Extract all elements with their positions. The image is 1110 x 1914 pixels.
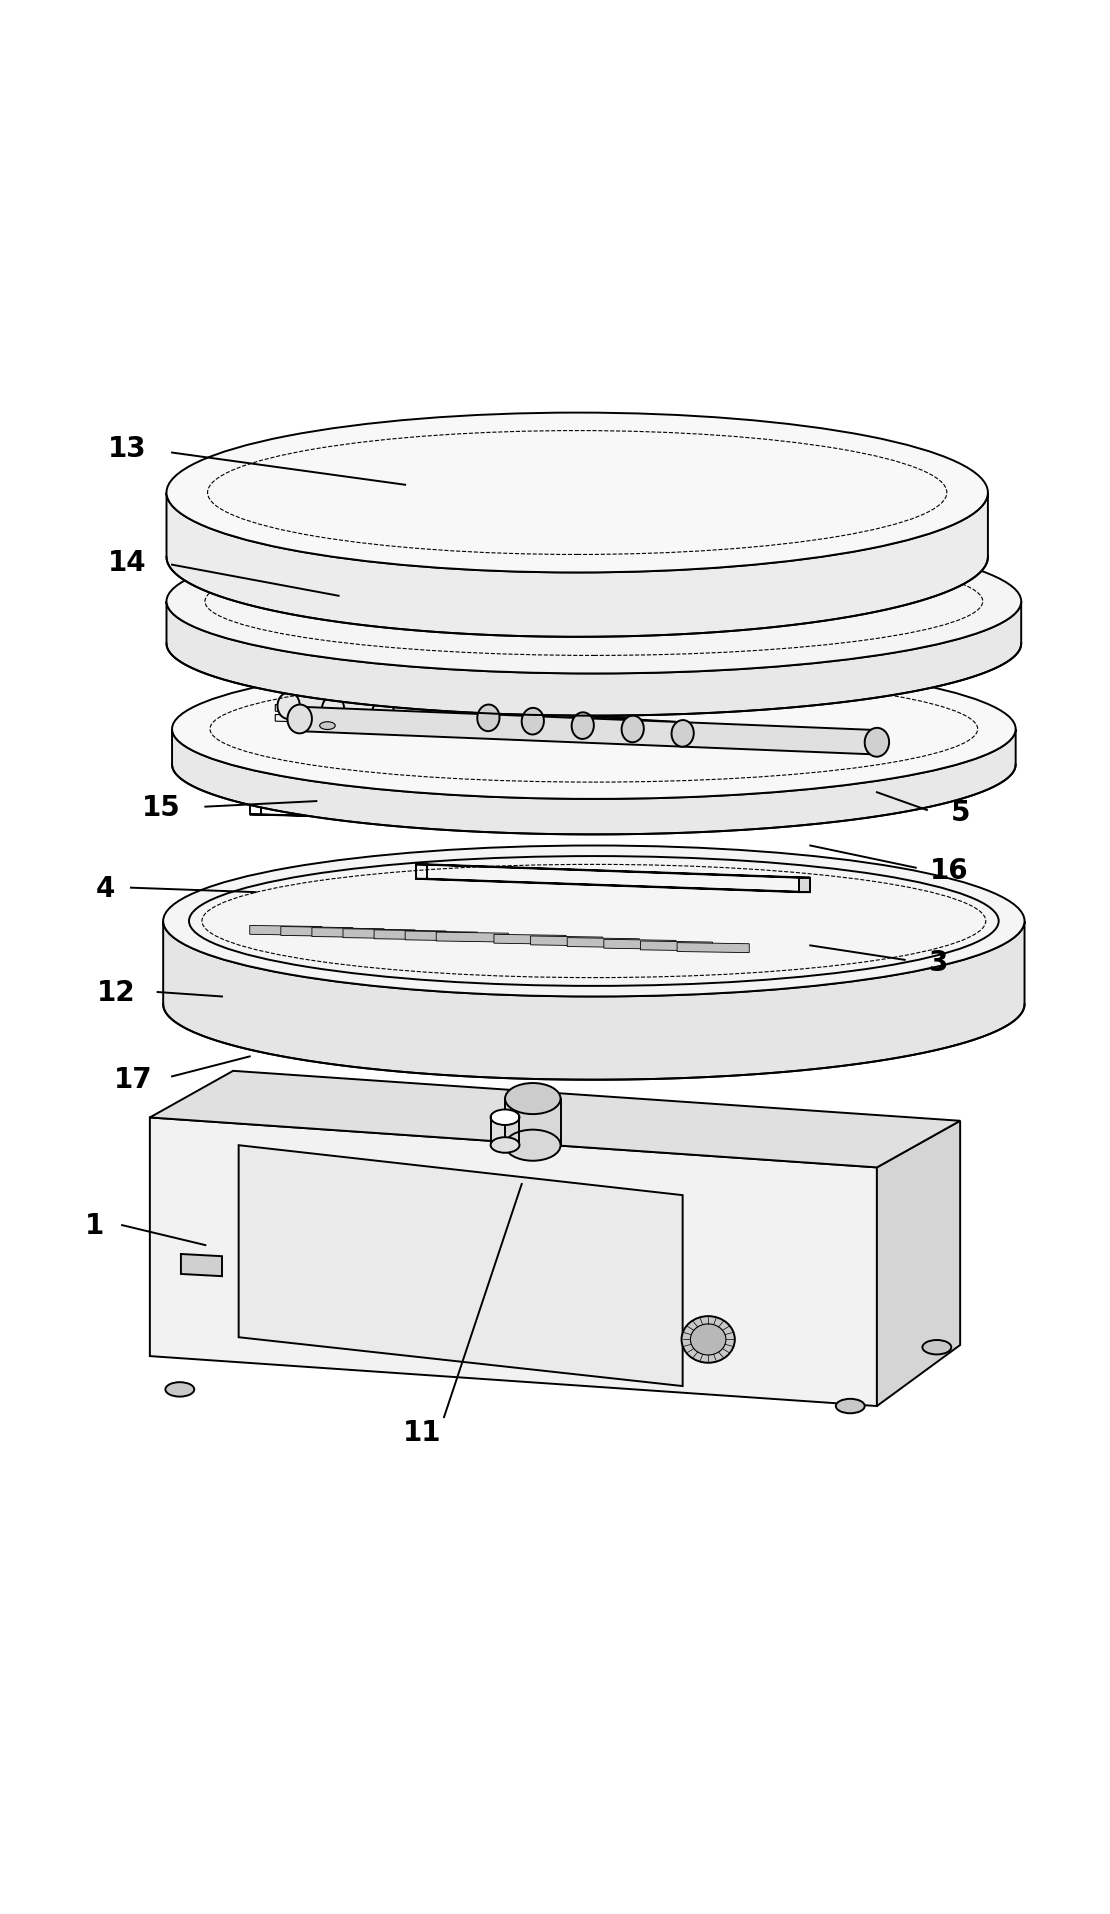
Polygon shape <box>150 1072 960 1168</box>
Polygon shape <box>150 1118 877 1407</box>
Text: 5: 5 <box>950 798 970 827</box>
Polygon shape <box>181 1254 222 1277</box>
Polygon shape <box>494 934 566 946</box>
Text: 13: 13 <box>109 434 147 463</box>
Text: 11: 11 <box>403 1418 441 1445</box>
Ellipse shape <box>505 1083 561 1114</box>
Polygon shape <box>163 921 1025 1079</box>
Polygon shape <box>250 815 599 823</box>
Polygon shape <box>877 1122 960 1407</box>
Polygon shape <box>239 1146 683 1386</box>
Polygon shape <box>343 930 415 940</box>
Ellipse shape <box>278 693 300 720</box>
Polygon shape <box>799 879 810 892</box>
Polygon shape <box>287 695 490 729</box>
Ellipse shape <box>491 1110 519 1125</box>
Text: 16: 16 <box>930 856 968 884</box>
Text: 14: 14 <box>109 549 147 578</box>
Polygon shape <box>677 944 749 953</box>
Polygon shape <box>482 710 684 745</box>
Ellipse shape <box>165 1382 194 1397</box>
Polygon shape <box>332 699 534 733</box>
Ellipse shape <box>372 701 394 727</box>
Polygon shape <box>505 1099 561 1146</box>
Polygon shape <box>275 704 431 716</box>
Polygon shape <box>250 798 599 806</box>
Ellipse shape <box>172 660 1016 800</box>
Ellipse shape <box>922 1340 951 1355</box>
Text: 15: 15 <box>142 792 180 821</box>
Polygon shape <box>166 494 988 637</box>
Ellipse shape <box>572 712 594 739</box>
Polygon shape <box>531 936 603 946</box>
Ellipse shape <box>166 413 988 572</box>
Ellipse shape <box>422 704 444 731</box>
Ellipse shape <box>622 716 644 743</box>
Polygon shape <box>405 932 477 942</box>
Polygon shape <box>416 879 810 892</box>
Ellipse shape <box>287 704 312 733</box>
Ellipse shape <box>505 1129 561 1162</box>
Polygon shape <box>436 932 508 942</box>
Polygon shape <box>374 930 446 940</box>
Text: 1: 1 <box>84 1212 104 1240</box>
Ellipse shape <box>672 722 694 746</box>
Ellipse shape <box>491 1137 519 1152</box>
Polygon shape <box>166 603 1021 716</box>
Polygon shape <box>275 716 431 725</box>
Ellipse shape <box>472 708 494 735</box>
Ellipse shape <box>477 704 500 731</box>
Polygon shape <box>432 706 634 741</box>
Polygon shape <box>300 708 877 756</box>
Polygon shape <box>250 926 322 936</box>
Polygon shape <box>382 702 584 737</box>
Polygon shape <box>312 928 384 938</box>
Text: 17: 17 <box>114 1064 152 1093</box>
Polygon shape <box>604 940 676 949</box>
Polygon shape <box>172 729 1016 835</box>
Ellipse shape <box>522 708 544 735</box>
Ellipse shape <box>166 530 1021 674</box>
Ellipse shape <box>682 1317 735 1363</box>
Polygon shape <box>567 938 639 947</box>
Polygon shape <box>416 865 810 879</box>
Ellipse shape <box>322 697 344 723</box>
Polygon shape <box>640 942 713 951</box>
Ellipse shape <box>690 1324 726 1355</box>
Text: 4: 4 <box>95 875 115 901</box>
Polygon shape <box>281 926 353 938</box>
Ellipse shape <box>320 722 335 729</box>
Text: 12: 12 <box>98 978 135 1007</box>
Polygon shape <box>588 729 766 743</box>
Ellipse shape <box>865 729 889 758</box>
Ellipse shape <box>836 1399 865 1414</box>
Ellipse shape <box>163 846 1025 997</box>
Text: 3: 3 <box>928 949 948 976</box>
